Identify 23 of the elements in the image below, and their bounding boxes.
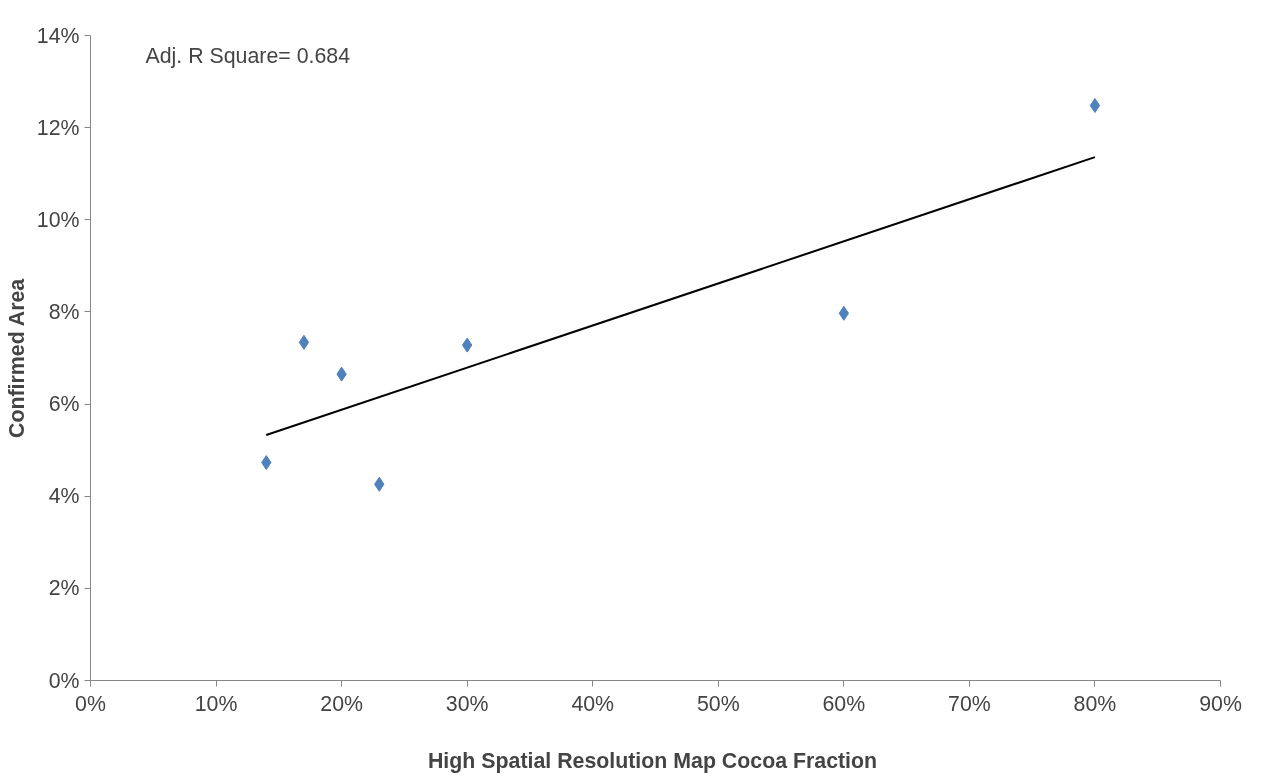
annotation: Adj. R Square= 0.684 <box>145 43 351 68</box>
y-axis-title: Confirmed Area <box>4 278 29 438</box>
point <box>1089 98 1101 114</box>
x-tick-label: 10% <box>194 691 238 716</box>
x-tick-label: 50% <box>696 691 740 716</box>
y-tick-label: 14% <box>36 23 80 48</box>
x-tick-label: 60% <box>822 691 866 716</box>
point <box>298 334 310 350</box>
y-tick-label: 2% <box>48 576 80 601</box>
x-tick-label: 30% <box>445 691 489 716</box>
x-tick-label: 90% <box>1199 691 1242 716</box>
x-tick-label: 70% <box>948 691 991 716</box>
y-tick-label: 10% <box>36 207 80 232</box>
y-tick-label: 12% <box>36 115 80 140</box>
x-tick-label: 80% <box>1073 691 1117 716</box>
x-tick-label: 20% <box>320 691 363 716</box>
y-tick-label: 0% <box>48 668 80 693</box>
x-axis-title: High Spatial Resolution Map Cocoa Fraction <box>427 748 878 773</box>
x-tick-label: 40% <box>571 691 615 716</box>
x-tick-label: 0% <box>75 691 106 716</box>
y-tick-label: 8% <box>48 299 80 324</box>
y-tick-label: 6% <box>48 392 80 417</box>
y-tick-label: 4% <box>48 484 80 509</box>
